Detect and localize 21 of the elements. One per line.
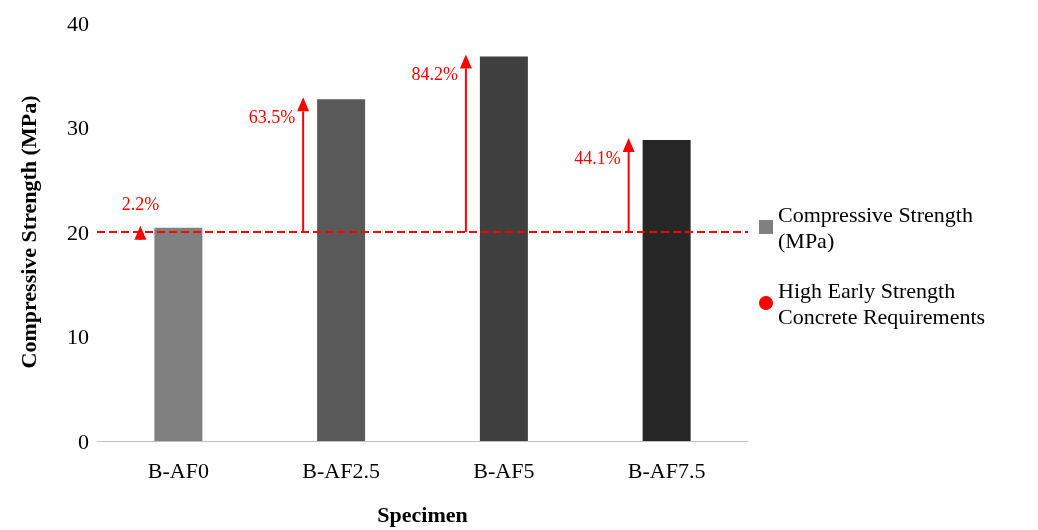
x-axis-title: Specimen xyxy=(377,501,468,527)
annotation: 44.1% xyxy=(574,148,621,169)
x-tick-label: B-AF2.5 xyxy=(302,457,380,483)
bar xyxy=(317,99,366,441)
annotation: 63.5% xyxy=(248,107,296,128)
x-tick-label: B-AF0 xyxy=(147,457,209,483)
bar xyxy=(154,227,203,441)
y-tick-label: 40 xyxy=(67,10,89,36)
y-axis-title: Compressive Strength (MPa) xyxy=(15,95,41,369)
legend-label: Compressive Strength (MPa) xyxy=(778,201,979,253)
x-tick-label: B-AF5 xyxy=(473,457,535,483)
annotation: 84.2% xyxy=(411,64,458,85)
y-tick-label: 10 xyxy=(67,324,89,349)
annotation: 2.2% xyxy=(121,193,160,214)
x-tick-label: B-AF7.5 xyxy=(627,457,706,483)
y-tick-label: 20 xyxy=(67,219,89,245)
y-tick-label: 30 xyxy=(67,115,89,140)
y-tick-label: 0 xyxy=(78,428,89,454)
bar xyxy=(479,56,528,441)
legend-label: High Early Strength Concrete Requirements xyxy=(778,277,986,329)
bar xyxy=(642,140,691,441)
